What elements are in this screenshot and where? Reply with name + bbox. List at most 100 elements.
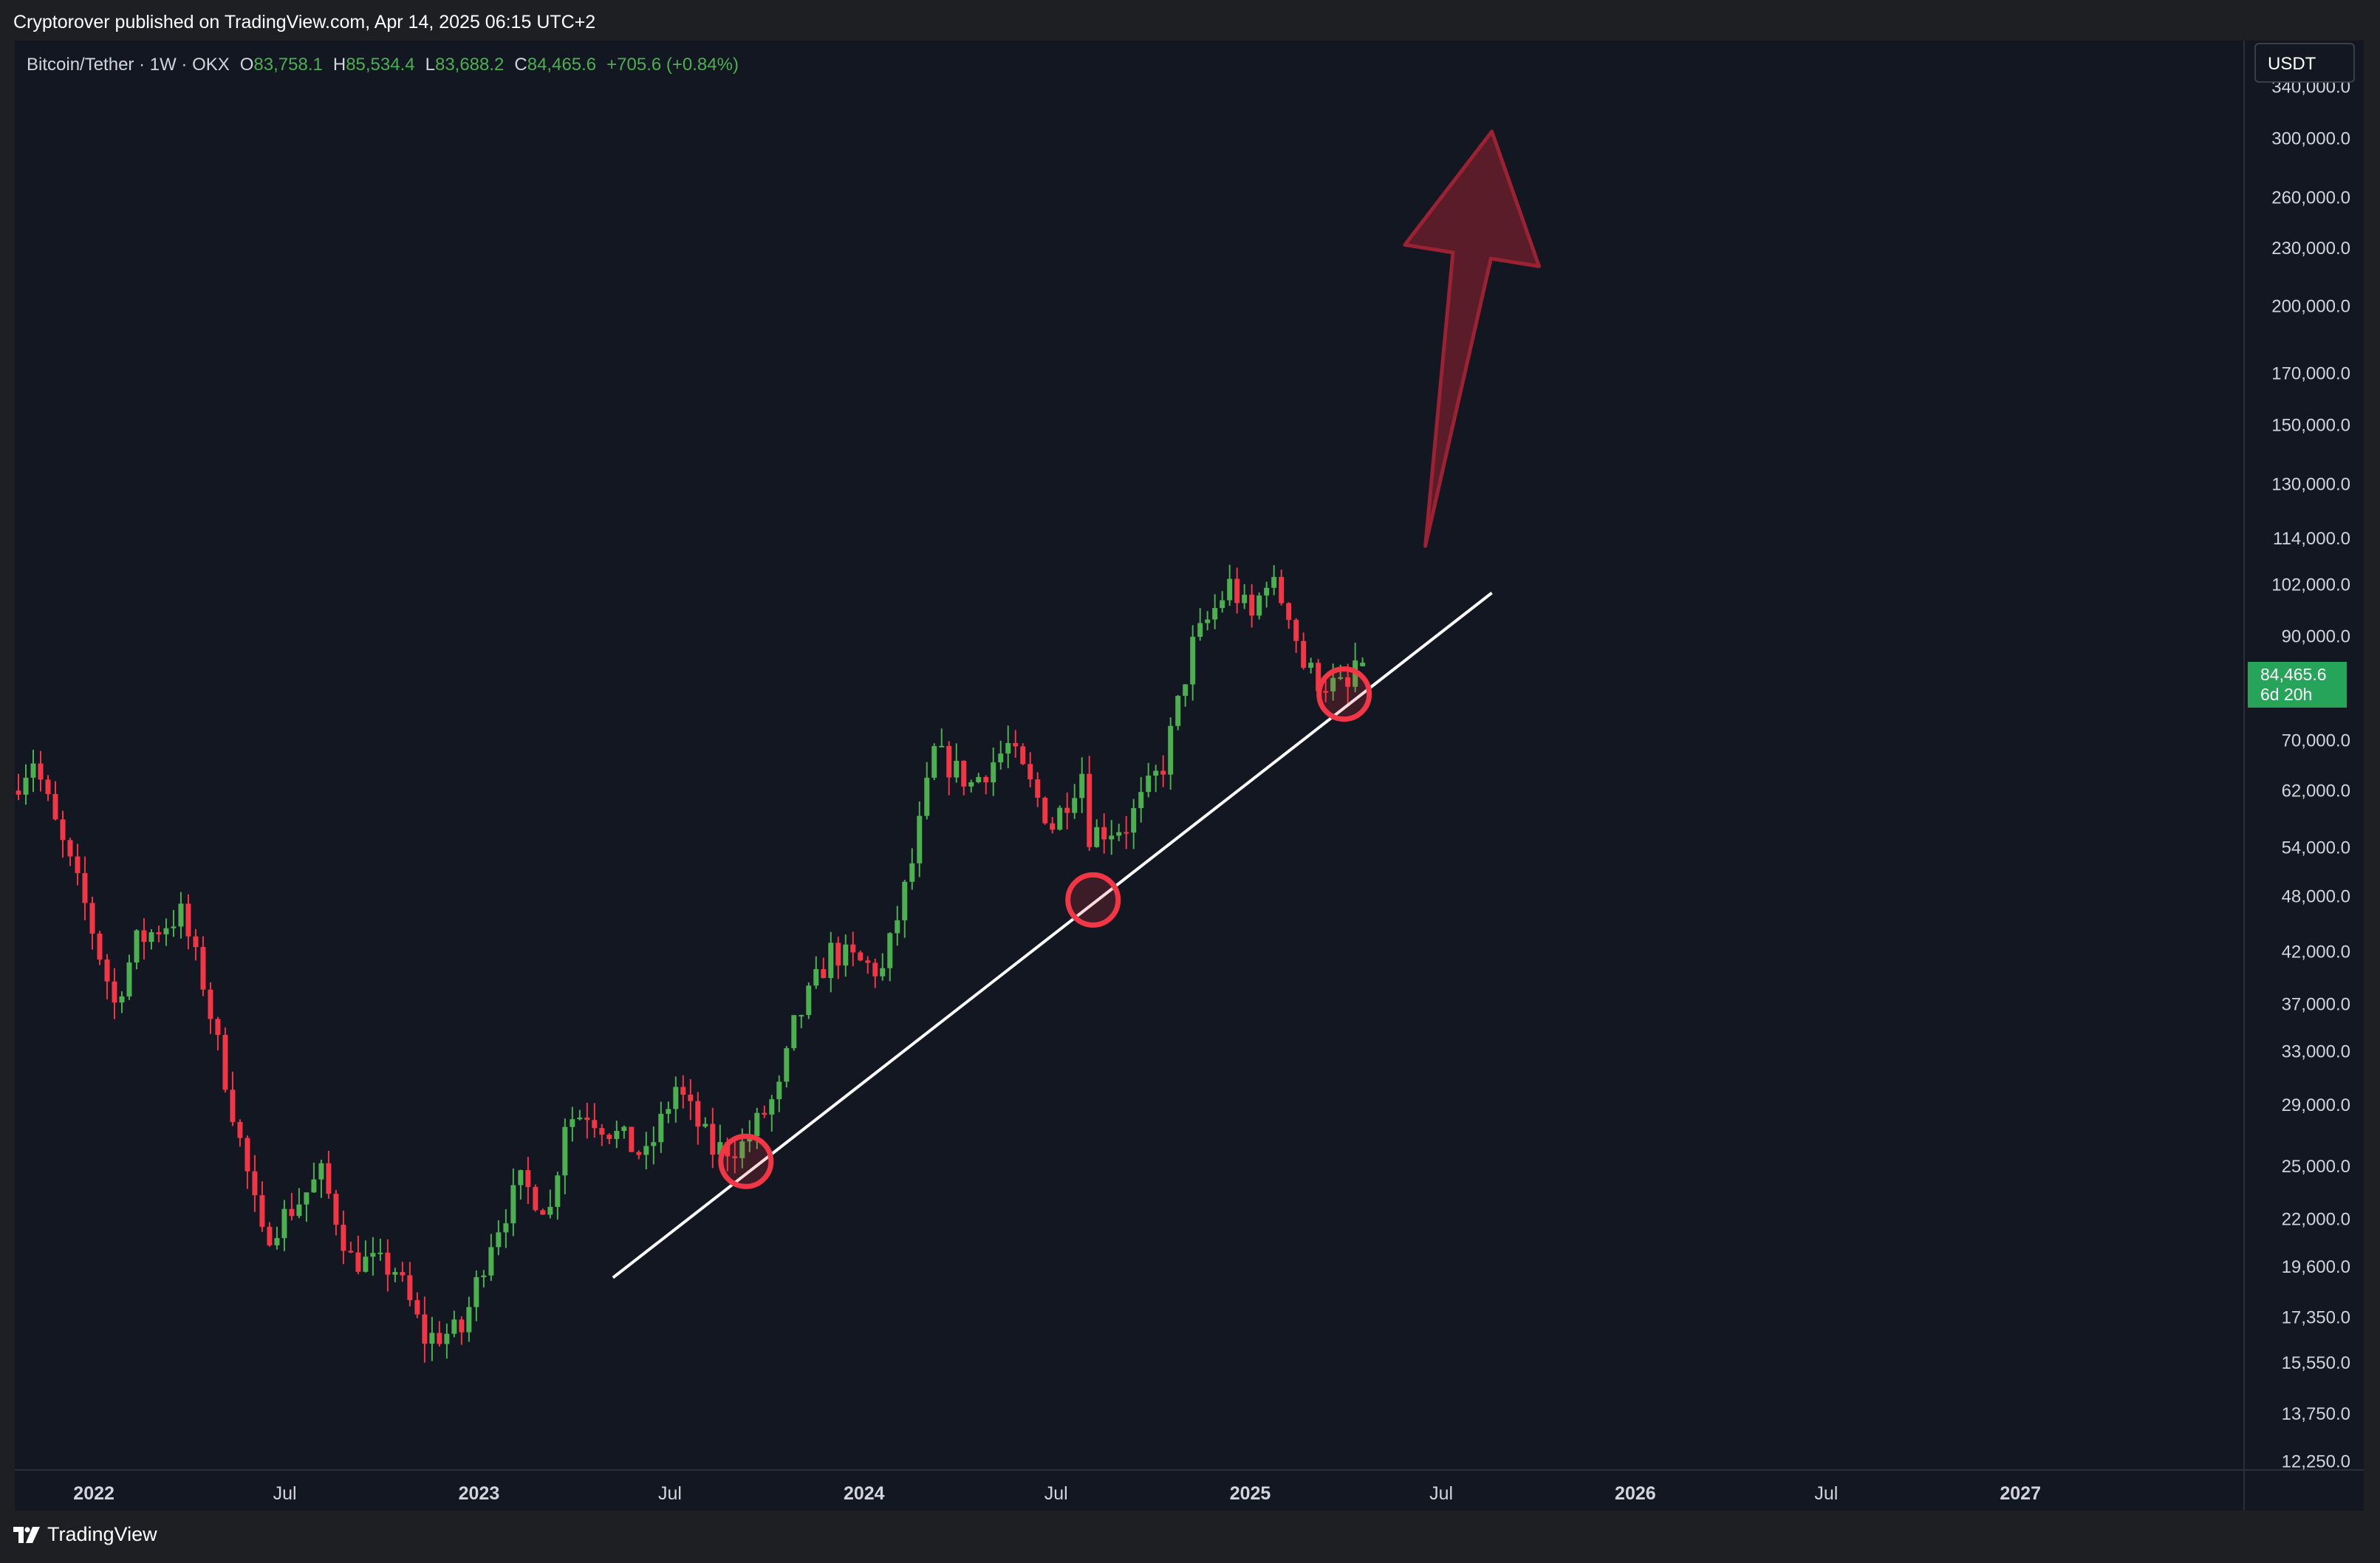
candle-body: [702, 1123, 708, 1127]
x-tick-label: 2027: [2000, 1483, 2041, 1504]
candle-body: [968, 782, 974, 787]
candle-body: [75, 856, 81, 874]
x-tick-label: Jul: [1044, 1483, 1068, 1504]
candle-body: [547, 1206, 553, 1215]
candle-body: [540, 1210, 546, 1215]
y-tick-label: 200,000.0: [2271, 296, 2350, 316]
currency-button[interactable]: USDT: [2254, 43, 2355, 83]
y-tick-label: 114,000.0: [2273, 529, 2350, 549]
tradingview-logo[interactable]: TradingView: [13, 1523, 157, 1546]
y-tick-label: 62,000.0: [2282, 781, 2350, 801]
candle-body: [1116, 832, 1122, 836]
x-tick-label: 2024: [844, 1483, 885, 1504]
candle-body: [577, 1117, 583, 1120]
touch-highlight-circle: [718, 1133, 774, 1189]
candle-body: [1264, 587, 1270, 596]
candle-body: [1256, 595, 1262, 616]
candle-body: [414, 1300, 420, 1315]
candle-body: [658, 1113, 664, 1143]
candle-body: [1050, 823, 1056, 830]
candle-body: [991, 762, 996, 783]
candle-body: [599, 1128, 605, 1135]
candle-body: [16, 790, 21, 795]
candle-body: [562, 1126, 568, 1176]
candle-body: [725, 1142, 731, 1157]
candle-body: [799, 1015, 804, 1017]
x-tick-label: 2023: [459, 1483, 500, 1504]
y-tick-label: 150,000.0: [2271, 416, 2350, 436]
touch-highlight-circle: [1065, 872, 1121, 928]
x-tick-label: Jul: [658, 1483, 682, 1504]
candle-body: [954, 760, 960, 778]
chart-frame[interactable]: 340,000.0 300,000.0 260,000.0 230,000.0 200,…: [15, 41, 2364, 1511]
y-tick-label: 300,000.0: [2271, 129, 2350, 148]
candle-body: [67, 840, 73, 857]
tradingview-brand: TradingView: [47, 1523, 157, 1545]
candle-body: [710, 1123, 716, 1155]
candle-body: [1190, 637, 1196, 685]
y-tick-label: 70,000.0: [2282, 731, 2350, 750]
bar-countdown: 6d 20h: [2260, 685, 2313, 704]
candle-body: [400, 1272, 406, 1276]
y-tick-label: 37,000.0: [2282, 994, 2350, 1014]
candle-body: [1109, 835, 1115, 840]
candle-body: [38, 763, 44, 780]
y-tick-label: 230,000.0: [2271, 239, 2350, 259]
candle-body: [30, 763, 36, 778]
candle-body: [163, 928, 169, 934]
open-value: O 83,758.1: [239, 55, 323, 75]
publisher-line: Cryptorover published on TradingView.com…: [13, 12, 596, 33]
candle-body: [584, 1117, 590, 1121]
candle-body: [230, 1090, 236, 1122]
candle-body: [1101, 827, 1107, 840]
candle-body: [222, 1035, 228, 1090]
symbol-label[interactable]: Bitcoin/Tether · 1W · OKX: [27, 55, 230, 75]
candle-body: [828, 943, 834, 979]
candle-body: [348, 1251, 354, 1253]
candle-body: [377, 1252, 383, 1254]
candle-body: [1227, 578, 1233, 601]
candle-body: [237, 1121, 243, 1138]
candle-body: [695, 1101, 701, 1127]
last-price-value: 84,465.6: [2260, 665, 2327, 684]
candle-body: [274, 1238, 280, 1245]
price-chart[interactable]: 340,000.0300,000.0260,000.0230,000.0200,…: [15, 41, 2364, 1511]
candle-body: [592, 1120, 598, 1129]
candle-body: [1220, 600, 1225, 609]
y-tick-label: 42,000.0: [2282, 942, 2350, 962]
candle-body: [872, 962, 878, 977]
candle-body: [437, 1333, 442, 1344]
candle-body: [245, 1138, 250, 1172]
candle-body: [858, 952, 864, 961]
x-tick-label: 2026: [1615, 1483, 1656, 1504]
y-tick-label: 48,000.0: [2282, 887, 2350, 907]
candle-body: [717, 1142, 723, 1155]
candle-body: [614, 1131, 620, 1140]
y-tick-label: 260,000.0: [2271, 188, 2350, 208]
candle-body: [89, 903, 95, 934]
candle-body: [311, 1179, 317, 1193]
candle-body: [488, 1247, 494, 1276]
candle-body: [407, 1275, 413, 1301]
candle-body: [1234, 578, 1240, 603]
candle-body: [976, 776, 982, 783]
candle-body: [1242, 595, 1248, 603]
candle-body: [924, 777, 930, 816]
y-tick-label: 170,000.0: [2271, 363, 2350, 383]
candle-body: [392, 1272, 398, 1275]
candle-body: [1205, 619, 1211, 623]
candle-body: [1153, 770, 1159, 776]
candle-body: [318, 1163, 324, 1180]
candle-body: [119, 996, 125, 1003]
candle-body: [333, 1194, 339, 1225]
candle-body: [784, 1048, 790, 1082]
y-tick-label: 17,350.0: [2282, 1308, 2350, 1328]
candle-body: [1316, 663, 1321, 691]
candle-body: [97, 933, 103, 960]
candle-body: [1124, 832, 1129, 834]
candle-body: [621, 1126, 627, 1132]
candle-body: [208, 989, 213, 1019]
candle-body: [1138, 792, 1144, 809]
candle-body: [525, 1170, 531, 1187]
y-tick-label: 102,000.0: [2271, 575, 2350, 595]
